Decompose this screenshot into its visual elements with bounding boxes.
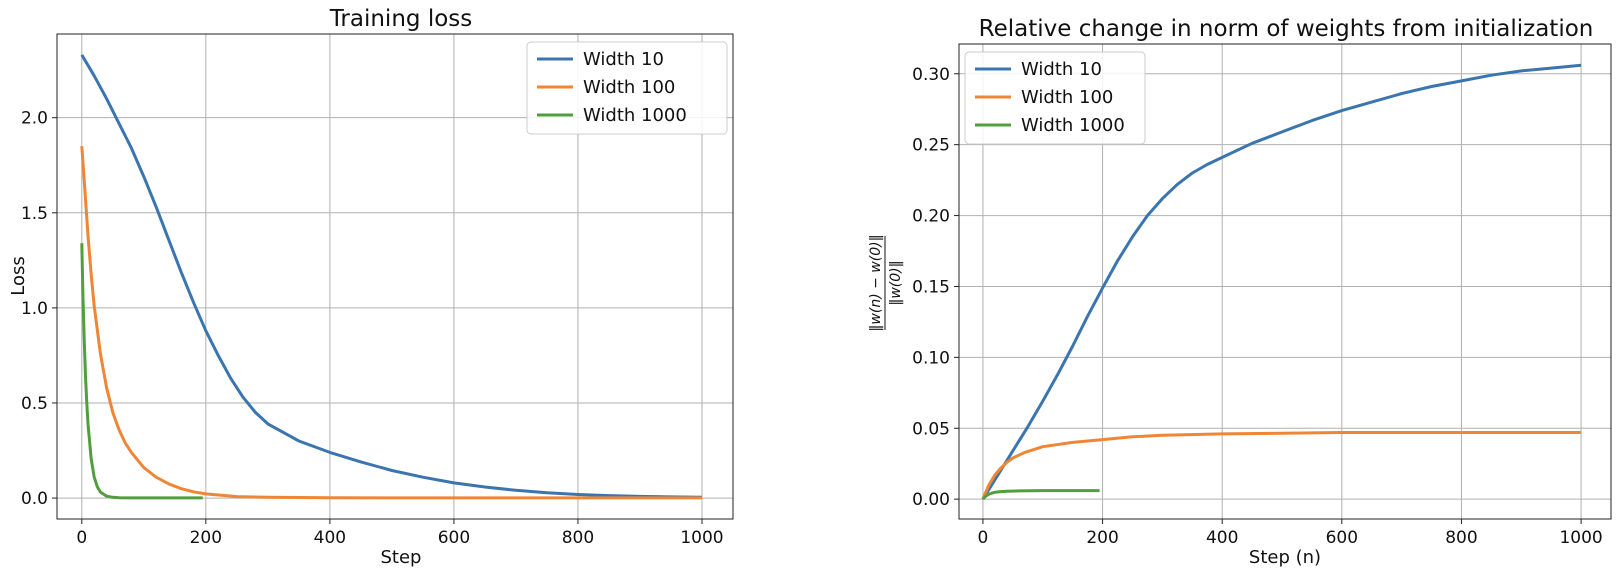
- x-axis-label: Step (n): [1249, 547, 1321, 568]
- x-tick-label: 800: [562, 528, 594, 548]
- x-tick-label: 400: [314, 528, 346, 548]
- x-tick-label: 0: [76, 528, 87, 548]
- legend-entry: Width 1000: [1021, 115, 1125, 136]
- legend: Width 10 Width 100 Width 1000: [964, 51, 1146, 145]
- legend-box: [526, 41, 728, 135]
- x-tick-label: 0: [978, 528, 989, 548]
- y-label-numerator: ‖w(n) − w(0)‖: [868, 234, 884, 331]
- y-tick-label: 0.25: [912, 136, 950, 156]
- legend: Width 10 Width 100 Width 1000: [526, 41, 728, 135]
- series-line-2: [981, 431, 1582, 500]
- series-line-2: [80, 146, 702, 500]
- chart-title: Training loss: [329, 6, 473, 32]
- y-tick-label: 0.15: [912, 277, 950, 297]
- y-tick-label: 0.10: [912, 348, 950, 368]
- x-tick-label: 1000: [1559, 528, 1602, 548]
- x-tick-label: 200: [190, 528, 222, 548]
- plot-frame: [56, 33, 734, 520]
- legend-entry: Width 100: [583, 77, 675, 98]
- plot-frame: [958, 43, 1612, 520]
- series-line-3: [981, 489, 1100, 501]
- x-axis-label: Step: [381, 547, 422, 568]
- y-tick-label: 0.20: [912, 207, 950, 227]
- series-line-3: [80, 243, 203, 500]
- y-label-denominator: ‖w(0)‖: [888, 260, 904, 305]
- y-tick-label: 0.05: [912, 419, 950, 439]
- legend-entry: Width 10: [1021, 59, 1102, 80]
- legend-entry: Width 10: [583, 49, 664, 70]
- series-line-1: [80, 54, 703, 499]
- legend-entry: Width 1000: [583, 105, 687, 126]
- training-loss-chart: Training loss 0 200 400 600 800 1000 0.0 0.5 1.0…: [8, 6, 734, 568]
- chart-title: Relative change in norm of weights from …: [979, 16, 1594, 42]
- y-tick-label: 0.5: [21, 394, 48, 414]
- y-axis-label: ‖w(n) − w(0)‖ ‖w(0)‖: [868, 234, 904, 331]
- y-tick-label: 2.0: [21, 109, 48, 129]
- legend-box: [964, 51, 1146, 145]
- x-tick-label: 1000: [680, 528, 723, 548]
- x-tick-label: 600: [1326, 528, 1358, 548]
- y-tick-label: 1.5: [21, 204, 48, 224]
- y-tick-label: 0.0: [21, 489, 48, 509]
- x-tick-label: 200: [1086, 528, 1118, 548]
- series-line-1: [981, 63, 1582, 500]
- y-tick-label: 0.30: [912, 65, 950, 85]
- x-tick-label: 800: [1445, 528, 1477, 548]
- x-tick-label: 600: [438, 528, 470, 548]
- y-tick-label: 0.00: [912, 490, 950, 510]
- y-tick-label: 1.0: [21, 299, 48, 319]
- y-axis-label: Loss: [8, 256, 29, 295]
- x-tick-label: 400: [1206, 528, 1238, 548]
- legend-entry: Width 100: [1021, 87, 1113, 108]
- weight-norm-change-chart: Relative change in norm of weights from …: [868, 16, 1612, 568]
